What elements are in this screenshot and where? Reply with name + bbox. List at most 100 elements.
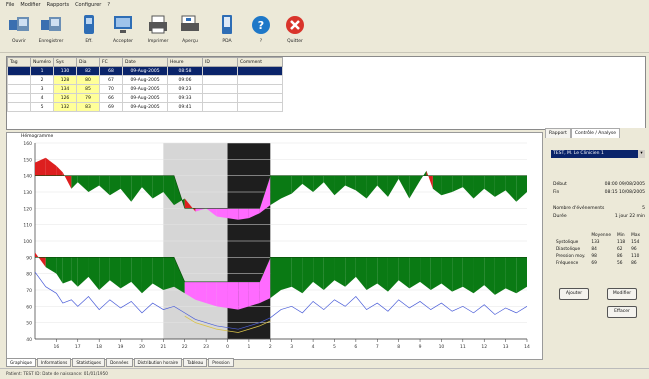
series-0-segment [62,172,72,189]
col-header-date[interactable]: Date [122,57,168,67]
series-0-segment [345,175,356,191]
series-1-segment [216,281,228,308]
series-0-segment [426,170,433,189]
print-button[interactable]: Imprimer [143,14,173,44]
series-1-segment [420,257,431,290]
series-0-segment [387,175,399,197]
table-row[interactable]: 5 132 83 69 09-Aug-2005 09:41 [7,102,283,112]
col-header-tag[interactable]: Tag [7,57,31,67]
delete-button[interactable]: Effacer [607,306,637,318]
series-0-segment [259,175,271,214]
col-header-time[interactable]: Heure [167,57,203,67]
exit-button[interactable]: Quitter [280,14,310,44]
end-row: Fin 08:15 10/08/2005 [553,190,645,195]
clear-icon [78,14,100,36]
y-tick-label: 60 [26,304,32,310]
duration-row: Durée 1 jour 22 min [553,214,645,219]
menu-help[interactable]: ? [107,2,111,8]
series-1-segment [62,257,72,284]
series-0-segment [152,175,164,199]
menu-configurer[interactable]: Configurer [75,2,102,8]
series-0-segment [484,175,495,197]
table-row[interactable]: 1 130 82 68 09-Aug-2005 08:58 [7,66,283,76]
series-1-segment [88,257,100,290]
x-tick-label: 20 [139,344,145,350]
y-tick-label: 50 [26,321,32,327]
series-1-segment [473,257,485,294]
series-0-segment [398,175,410,199]
x-tick-label: 0 [226,344,229,350]
series-1-segment [71,257,78,287]
col-header-id[interactable]: ID [202,57,238,67]
series-0-segment [99,175,110,196]
series-0-segment [452,175,463,192]
table-row[interactable]: 3 134 85 70 09-Aug-2005 09:23 [7,84,283,94]
night-trace-line [184,315,271,333]
tab-graphique[interactable]: Graphique [6,358,36,367]
series-1-segment [313,257,324,290]
col-header-dia[interactable]: Dia [76,57,100,67]
trace-line [34,271,528,330]
svg-text:?: ? [258,19,264,32]
series-1-segment [323,257,335,290]
series-0-segment [88,175,100,192]
col-header-number[interactable]: Numéro [30,57,54,67]
x-tick-label: 22 [182,344,188,350]
series-1-segment [184,281,196,300]
tab-informations[interactable]: Informations [36,358,72,367]
tab-pression[interactable]: Pression [208,358,234,367]
series-1-segment [387,257,399,292]
start-row: Début 08:00 09/08/2005 [553,182,645,187]
printer-icon [147,14,169,36]
modify-button[interactable]: Modifier [607,288,637,300]
series-0-segment [163,175,175,206]
col-header-comment[interactable]: Comment [237,57,283,67]
tab-distribution[interactable]: Distribution horaire [133,358,183,367]
series-1-segment [259,257,271,304]
col-header-sys[interactable]: Sys [53,57,77,67]
series-1-segment [238,281,249,310]
tab-control[interactable]: Contrôle / Analyse [570,128,621,138]
series-0-segment [409,175,421,199]
menu-modifier[interactable]: Modifier [20,2,41,8]
patient-select[interactable]: TEST, M. Le Clinicien 1 ▾ [551,150,645,158]
series-1-segment [99,257,110,290]
help-button[interactable]: ? ? [246,14,276,44]
accept-button[interactable]: Accepter [108,14,138,44]
table-row[interactable]: 2 128 80 67 09-Aug-2005 09:06 [7,75,283,85]
series-1-segment [462,257,474,294]
series-1-segment [206,281,217,307]
add-button[interactable]: Ajouter [559,288,589,300]
series-0-segment [281,175,292,199]
x-tick-label: 9 [419,344,422,350]
x-tick-label: 23 [203,344,209,350]
tab-statistiques[interactable]: Statistiques [72,358,106,367]
pda-icon [216,14,238,36]
preview-button[interactable]: Aperçu [175,14,205,44]
chart-title: Hémogramme [21,134,54,139]
series-1-segment [516,257,527,294]
tab-donnees[interactable]: Données [106,358,133,367]
save-button[interactable]: Enregistrer [36,14,66,44]
series-0-segment [35,157,46,176]
series-0-segment [206,208,217,217]
menu-rapports[interactable]: Rapports [46,2,70,8]
tab-report[interactable]: Rapport [545,128,571,138]
x-tick-label: 13 [503,344,509,350]
series-1-segment [152,257,164,290]
series-1-segment [441,257,453,292]
x-tick-label: 21 [160,344,166,350]
table-row[interactable]: 4 126 79 66 09-Aug-2005 09:33 [7,93,283,103]
series-1-segment [355,257,367,290]
clear-button[interactable]: Eff. [74,14,104,44]
series-0-segment [441,175,453,196]
y-tick-label: 70 [26,288,32,294]
chart-panel: Hémogramme 160 150 140 130 120 110 100 90 80 70 60… [6,132,543,360]
series-0-segment [109,175,121,196]
col-header-fc[interactable]: FC [99,57,123,67]
pda-button[interactable]: PDA [212,14,242,44]
menu-file[interactable]: File [6,2,15,8]
series-1-segment [109,257,121,289]
open-button[interactable]: Ouvrir [4,14,34,44]
tab-tableau[interactable]: Tableau [183,358,208,367]
